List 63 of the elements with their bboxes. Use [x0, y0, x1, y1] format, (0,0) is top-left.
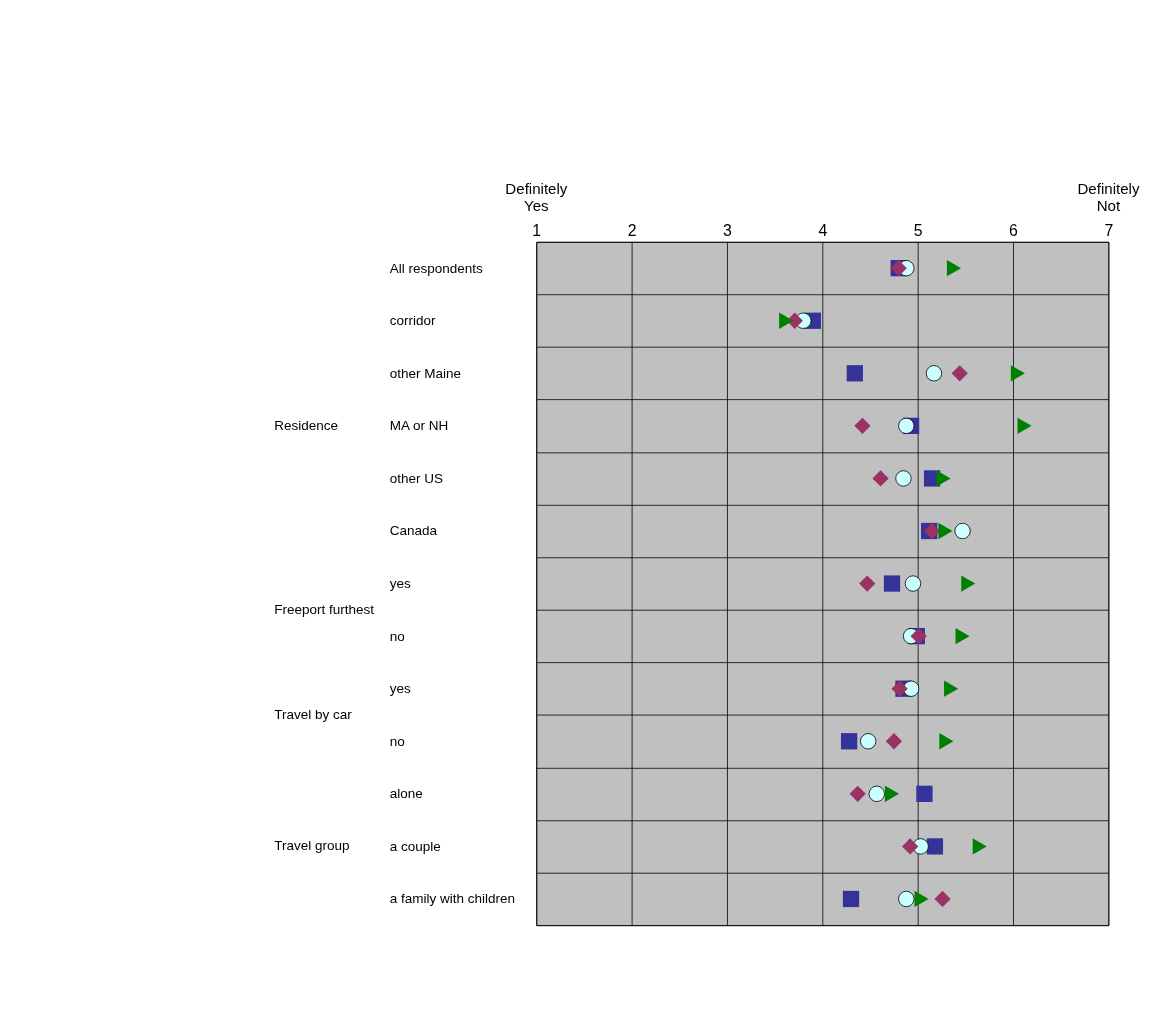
point — [951, 365, 968, 382]
point — [872, 470, 889, 487]
point — [883, 575, 901, 592]
point — [860, 733, 877, 750]
y-tick-label: yes — [389, 681, 412, 697]
point — [859, 575, 876, 592]
text: Definitely Not — [1077, 180, 1140, 214]
y-tick-label: All respondents — [389, 260, 484, 276]
point — [1017, 417, 1032, 435]
y-tick-label: other Maine — [389, 365, 462, 381]
x-tick-label: 5 — [913, 221, 923, 239]
y-tick-label: yes — [389, 575, 412, 591]
text: Travel by car — [274, 706, 353, 722]
point — [926, 838, 944, 855]
x-tick-label: 1 — [532, 221, 542, 239]
x-tick-label: 7 — [1104, 221, 1114, 239]
point — [901, 838, 919, 855]
point — [946, 260, 962, 277]
point — [884, 785, 900, 802]
point — [902, 680, 920, 697]
point — [934, 890, 951, 908]
y-tick-label: no — [389, 733, 405, 749]
text: Freeport furthest — [274, 601, 375, 617]
y-tick-label: Canada — [389, 523, 438, 539]
x-tick-label: 3 — [723, 221, 733, 239]
point — [955, 627, 970, 645]
point — [914, 890, 929, 908]
text: Travel group — [274, 838, 350, 854]
point — [840, 733, 858, 750]
point — [939, 733, 954, 750]
point — [961, 575, 976, 592]
point — [904, 575, 922, 592]
y-tick-label: no — [389, 628, 405, 644]
point — [898, 890, 915, 908]
point — [936, 470, 951, 487]
point — [938, 522, 953, 540]
x-tick-label: 2 — [627, 221, 637, 239]
point — [846, 365, 863, 382]
point — [954, 522, 971, 540]
y-tick-label: a family with children — [389, 891, 516, 907]
y-tick-label: other US — [389, 470, 444, 486]
x-tick-label: 6 — [1009, 221, 1019, 239]
point — [779, 312, 794, 329]
point — [916, 785, 933, 802]
text: Definitely Yes — [505, 180, 568, 214]
point — [854, 417, 871, 435]
y-tick-label: a couple — [389, 838, 441, 854]
point — [891, 680, 908, 697]
point — [842, 890, 860, 908]
y-tick-label: corridor — [389, 313, 437, 329]
point — [849, 785, 866, 802]
point — [868, 785, 885, 802]
x-tick-label: 4 — [818, 221, 828, 239]
point — [925, 365, 943, 382]
point — [898, 417, 915, 434]
y-tick-label: MA or NH — [389, 418, 449, 434]
point — [1010, 365, 1025, 382]
point — [885, 733, 903, 750]
y-tick-label: alone — [389, 786, 423, 802]
point — [944, 680, 959, 697]
point — [972, 838, 987, 855]
point — [895, 470, 912, 487]
text: Residence — [274, 417, 338, 433]
